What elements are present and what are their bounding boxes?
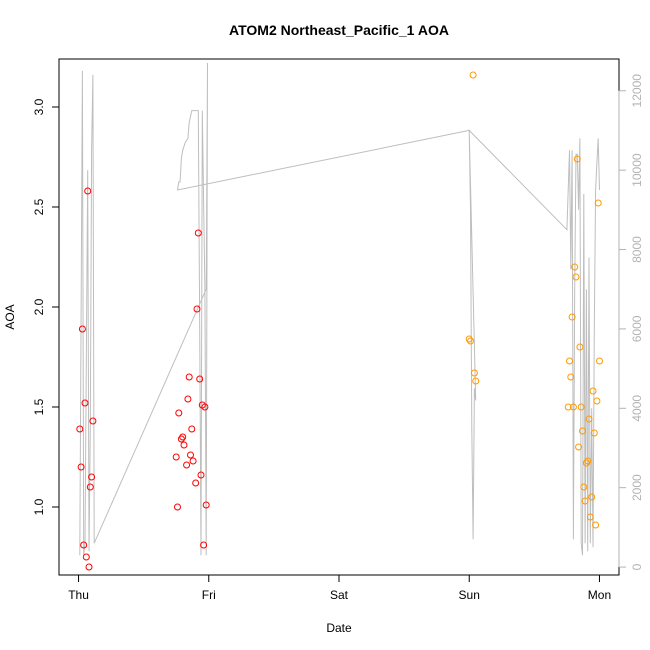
data-point-orange-12 [573, 155, 581, 163]
data-point-red-25 [194, 229, 202, 237]
data-point-orange-2 [469, 71, 477, 79]
x-tick-label-fri: Fri [202, 588, 216, 602]
data-point-red-19 [185, 373, 193, 381]
data-point-red-13 [175, 409, 183, 417]
chart-title: ATOM2 Northeast_Pacific_1 AOA [229, 22, 449, 38]
data-point-red-4 [81, 399, 89, 407]
data-point-red-15 [179, 433, 187, 441]
data-point-red-18 [184, 395, 192, 403]
data-point-orange-8 [568, 313, 576, 321]
plot-frame [58, 58, 620, 576]
data-point-red-5 [82, 553, 90, 561]
data-point-orange-4 [472, 377, 480, 385]
data-point-red-23 [192, 479, 200, 487]
x-tick-label-mon: Mon [588, 588, 611, 602]
data-point-orange-27 [593, 397, 601, 405]
data-point-orange-23 [588, 493, 596, 501]
data-point-red-22 [189, 457, 197, 465]
y-axis-label: AOA [3, 304, 17, 329]
data-point-orange-19 [582, 459, 590, 467]
data-point-red-0 [76, 425, 84, 433]
x-axis: Thu Fri Sat Sun Mon [68, 574, 611, 602]
y-tick-label-right: 8000 [630, 236, 644, 263]
data-point-red-26 [196, 375, 204, 383]
data-point-orange-0 [465, 335, 473, 343]
y-tick-label-right: 0 [630, 563, 644, 570]
data-point-orange-11 [572, 273, 580, 281]
x-tick-label-sat: Sat [330, 588, 349, 602]
data-point-red-20 [187, 451, 194, 459]
right-axis-line [79, 62, 600, 556]
data-point-orange-15 [577, 403, 585, 411]
data-point-orange-18 [581, 497, 589, 505]
data-point-red-11 [172, 453, 180, 461]
data-point-orange-14 [576, 343, 584, 351]
data-point-orange-6 [566, 357, 573, 365]
y-tick-label-right: 2000 [630, 474, 644, 501]
data-point-orange-9 [569, 403, 577, 411]
data-point-red-30 [201, 403, 209, 411]
data-point-orange-22 [586, 513, 594, 521]
data-point-orange-20 [584, 457, 592, 465]
data-point-red-17 [183, 461, 191, 469]
y-tick-label-left: 2.5 [32, 198, 46, 215]
data-point-red-3 [80, 541, 88, 549]
data-point-red-7 [85, 563, 93, 571]
data-point-red-6 [84, 187, 92, 195]
y-tick-label-right: 10000 [630, 153, 644, 187]
data-point-orange-16 [579, 427, 586, 435]
data-point-red-29 [200, 541, 208, 549]
y-axis-left: 1.0 1.5 2.0 2.5 3.0 [32, 98, 60, 515]
data-point-orange-26 [592, 521, 600, 529]
data-point-orange-17 [580, 483, 588, 491]
y-axis-right: 0 2000 4000 6000 8000 10000 12000 [618, 74, 644, 570]
data-point-orange-21 [585, 415, 593, 423]
data-point-orange-28 [594, 199, 602, 207]
data-point-red-8 [86, 483, 94, 491]
data-point-red-10 [89, 417, 97, 425]
right-axis-line-series [79, 62, 600, 556]
data-point-orange-1 [467, 337, 474, 345]
data-point-red-9 [88, 473, 96, 481]
x-axis-label: Date [326, 621, 352, 635]
data-point-red-12 [174, 503, 181, 511]
data-point-orange-10 [571, 263, 579, 271]
scatter-points [76, 71, 603, 571]
y-tick-label-right: 6000 [630, 315, 644, 342]
data-point-orange-7 [567, 373, 575, 381]
y-tick-label-left: 3.0 [32, 98, 46, 115]
x-tick-label-sun: Sun [459, 588, 480, 602]
y-tick-label-right: 12000 [630, 74, 644, 108]
data-point-red-16 [180, 441, 188, 449]
data-point-red-14 [177, 435, 185, 443]
data-point-orange-5 [564, 403, 572, 411]
data-point-orange-29 [596, 357, 603, 365]
y-tick-label-right: 4000 [630, 395, 644, 422]
data-point-orange-13 [575, 443, 583, 451]
y-tick-label-left: 1.0 [32, 498, 46, 515]
data-point-red-24 [193, 305, 201, 313]
data-point-orange-24 [589, 387, 597, 395]
data-point-red-27 [197, 471, 205, 479]
data-point-red-1 [77, 463, 85, 471]
data-point-orange-25 [590, 429, 598, 437]
data-point-orange-3 [470, 369, 478, 377]
data-point-red-2 [78, 325, 86, 333]
data-point-red-21 [188, 425, 196, 433]
data-point-red-31 [202, 501, 210, 509]
x-tick-label-thu: Thu [68, 588, 89, 602]
y-tick-label-left: 1.5 [32, 398, 46, 415]
y-tick-label-left: 2.0 [32, 298, 46, 315]
